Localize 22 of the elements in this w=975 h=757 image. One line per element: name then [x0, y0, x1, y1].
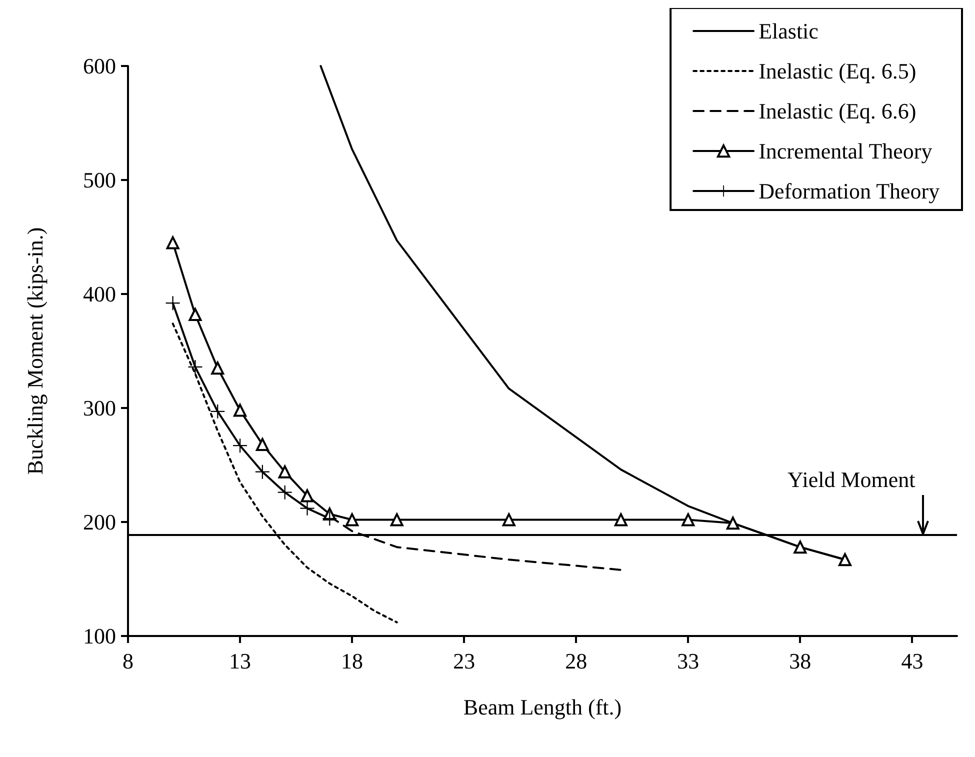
y-tick-label: 400: [83, 282, 116, 306]
x-axis-title: Beam Length (ft.): [463, 694, 622, 720]
x-tick-label: 43: [901, 648, 924, 674]
legend-label: Inelastic (Eq. 6.5): [758, 58, 916, 84]
x-tick-label: 8: [122, 648, 134, 674]
x-tick-label: 33: [677, 648, 700, 674]
y-tick-label: 200: [83, 510, 116, 534]
annotation: Yield Moment: [788, 467, 916, 492]
y-tick-label: 300: [83, 396, 116, 420]
legend-label: Inelastic (Eq. 6.6): [758, 98, 916, 124]
legend-label: Elastic: [758, 18, 819, 44]
x-tick-label: 38: [789, 648, 812, 674]
legend-label: Deformation Theory: [758, 178, 940, 204]
x-tick-label: 13: [229, 648, 252, 674]
y-tick-label: 600: [83, 54, 116, 78]
x-tick-label: 28: [565, 648, 588, 674]
y-axis-title: Buckling Moment (kips-in.): [22, 227, 48, 475]
x-tick-label: 18: [341, 648, 364, 674]
y-tick-label: 500: [83, 168, 116, 192]
x-tick-label: 23: [453, 648, 476, 674]
y-tick-label: 100: [83, 624, 116, 648]
legend-label: Incremental Theory: [758, 138, 932, 164]
